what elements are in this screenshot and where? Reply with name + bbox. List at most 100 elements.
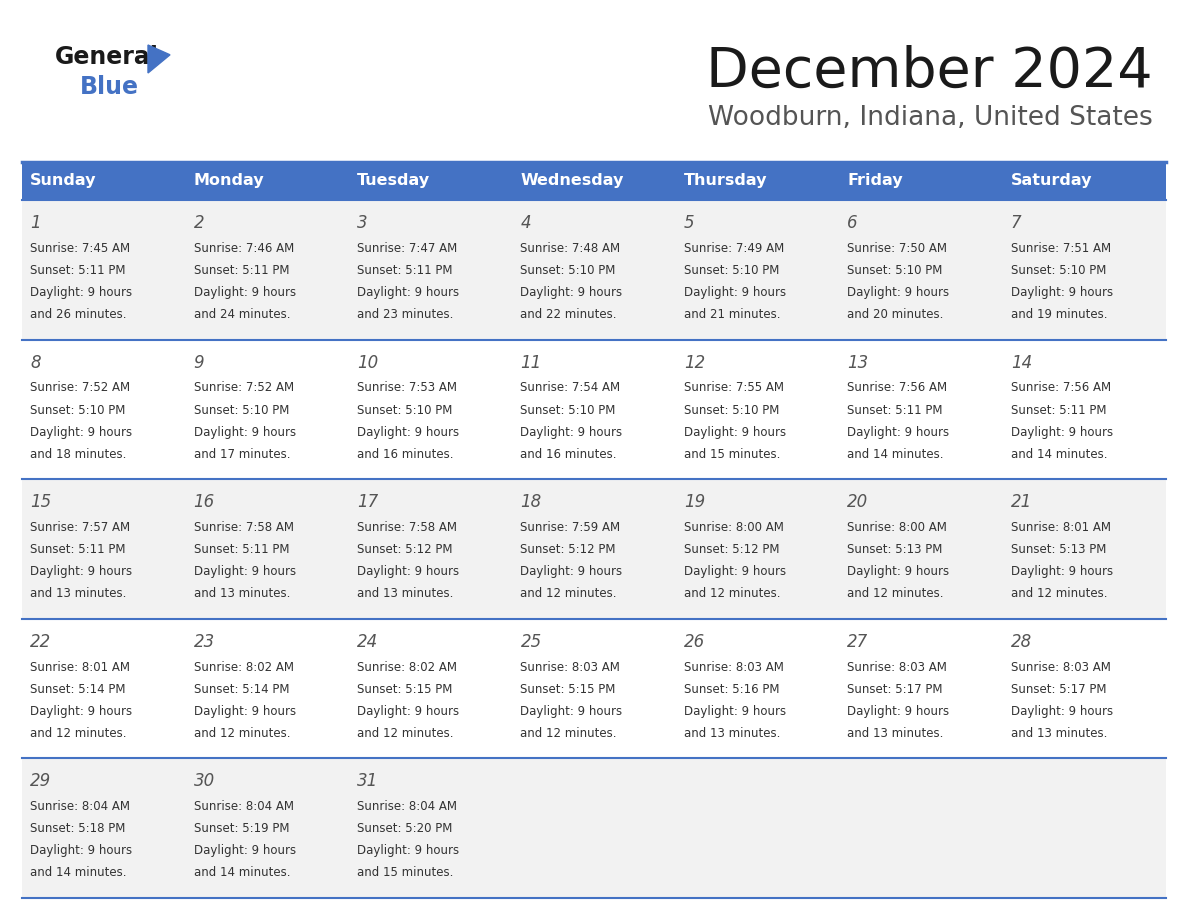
Text: Sunset: 5:11 PM: Sunset: 5:11 PM — [358, 264, 453, 277]
Text: 5: 5 — [684, 214, 695, 232]
Text: Sunset: 5:17 PM: Sunset: 5:17 PM — [847, 683, 943, 696]
Text: and 23 minutes.: and 23 minutes. — [358, 308, 454, 321]
Text: and 12 minutes.: and 12 minutes. — [847, 588, 943, 600]
Text: Sunset: 5:11 PM: Sunset: 5:11 PM — [30, 264, 126, 277]
Text: Sunset: 5:11 PM: Sunset: 5:11 PM — [194, 543, 289, 556]
Text: Sunset: 5:17 PM: Sunset: 5:17 PM — [1011, 683, 1106, 696]
Text: Daylight: 9 hours: Daylight: 9 hours — [684, 565, 786, 578]
Text: Daylight: 9 hours: Daylight: 9 hours — [358, 426, 459, 439]
Text: and 22 minutes.: and 22 minutes. — [520, 308, 617, 321]
Bar — [23, 162, 185, 200]
Text: 2: 2 — [194, 214, 204, 232]
Text: and 12 minutes.: and 12 minutes. — [520, 588, 617, 600]
Text: 6: 6 — [847, 214, 858, 232]
Text: Sunrise: 7:49 AM: Sunrise: 7:49 AM — [684, 241, 784, 255]
Text: Daylight: 9 hours: Daylight: 9 hours — [358, 286, 459, 299]
Text: and 12 minutes.: and 12 minutes. — [684, 588, 781, 600]
Text: 17: 17 — [358, 493, 378, 511]
Text: 18: 18 — [520, 493, 542, 511]
Text: Daylight: 9 hours: Daylight: 9 hours — [684, 705, 786, 718]
Text: Sunrise: 7:52 AM: Sunrise: 7:52 AM — [194, 382, 293, 395]
Text: Daylight: 9 hours: Daylight: 9 hours — [520, 705, 623, 718]
Text: and 13 minutes.: and 13 minutes. — [1011, 727, 1107, 740]
Text: 1: 1 — [30, 214, 40, 232]
Text: Daylight: 9 hours: Daylight: 9 hours — [194, 426, 296, 439]
Text: Daylight: 9 hours: Daylight: 9 hours — [520, 565, 623, 578]
Text: Sunrise: 7:45 AM: Sunrise: 7:45 AM — [30, 241, 131, 255]
Text: Sunset: 5:15 PM: Sunset: 5:15 PM — [520, 683, 615, 696]
Text: Daylight: 9 hours: Daylight: 9 hours — [1011, 286, 1113, 299]
Text: 26: 26 — [684, 633, 706, 651]
Text: Daylight: 9 hours: Daylight: 9 hours — [520, 286, 623, 299]
Text: and 12 minutes.: and 12 minutes. — [520, 727, 617, 740]
Text: Sunrise: 8:03 AM: Sunrise: 8:03 AM — [847, 661, 947, 674]
Text: Daylight: 9 hours: Daylight: 9 hours — [194, 705, 296, 718]
Text: Sunrise: 7:56 AM: Sunrise: 7:56 AM — [1011, 382, 1111, 395]
Text: Sunrise: 8:04 AM: Sunrise: 8:04 AM — [358, 800, 457, 813]
Text: and 15 minutes.: and 15 minutes. — [684, 448, 781, 461]
Text: Sunset: 5:18 PM: Sunset: 5:18 PM — [30, 823, 126, 835]
Text: Sunrise: 8:01 AM: Sunrise: 8:01 AM — [30, 661, 131, 674]
Text: Sunset: 5:10 PM: Sunset: 5:10 PM — [358, 404, 453, 417]
Text: Sunrise: 7:54 AM: Sunrise: 7:54 AM — [520, 382, 620, 395]
Bar — [23, 200, 1165, 340]
Text: Daylight: 9 hours: Daylight: 9 hours — [194, 286, 296, 299]
Text: Daylight: 9 hours: Daylight: 9 hours — [358, 845, 459, 857]
Text: December 2024: December 2024 — [706, 45, 1152, 99]
Text: and 20 minutes.: and 20 minutes. — [847, 308, 943, 321]
Text: and 14 minutes.: and 14 minutes. — [847, 448, 943, 461]
Text: Sunrise: 8:01 AM: Sunrise: 8:01 AM — [1011, 521, 1111, 534]
Text: Sunset: 5:10 PM: Sunset: 5:10 PM — [684, 264, 779, 277]
Text: 10: 10 — [358, 353, 378, 372]
Text: Sunrise: 7:51 AM: Sunrise: 7:51 AM — [1011, 241, 1111, 255]
Text: Sunset: 5:10 PM: Sunset: 5:10 PM — [520, 404, 615, 417]
Text: Sunrise: 7:57 AM: Sunrise: 7:57 AM — [30, 521, 131, 534]
Text: 22: 22 — [30, 633, 51, 651]
Text: Sunrise: 7:58 AM: Sunrise: 7:58 AM — [358, 521, 457, 534]
Text: Sunset: 5:10 PM: Sunset: 5:10 PM — [684, 404, 779, 417]
Text: Wednesday: Wednesday — [520, 174, 624, 188]
Text: and 12 minutes.: and 12 minutes. — [1011, 588, 1107, 600]
Text: Daylight: 9 hours: Daylight: 9 hours — [194, 845, 296, 857]
Text: 7: 7 — [1011, 214, 1022, 232]
Text: Daylight: 9 hours: Daylight: 9 hours — [1011, 705, 1113, 718]
Text: Sunset: 5:11 PM: Sunset: 5:11 PM — [30, 543, 126, 556]
Text: 4: 4 — [520, 214, 531, 232]
Text: Sunrise: 8:03 AM: Sunrise: 8:03 AM — [1011, 661, 1111, 674]
Text: Saturday: Saturday — [1011, 174, 1092, 188]
Text: Daylight: 9 hours: Daylight: 9 hours — [30, 705, 132, 718]
Bar — [839, 162, 1003, 200]
Text: Sunset: 5:10 PM: Sunset: 5:10 PM — [1011, 264, 1106, 277]
Text: 14: 14 — [1011, 353, 1032, 372]
Text: Sunset: 5:11 PM: Sunset: 5:11 PM — [194, 264, 289, 277]
Text: 8: 8 — [30, 353, 40, 372]
Text: and 26 minutes.: and 26 minutes. — [30, 308, 127, 321]
Text: Daylight: 9 hours: Daylight: 9 hours — [847, 705, 949, 718]
Bar — [23, 340, 1165, 479]
Text: Sunrise: 8:04 AM: Sunrise: 8:04 AM — [194, 800, 293, 813]
Text: and 12 minutes.: and 12 minutes. — [30, 727, 127, 740]
Text: Sunrise: 8:02 AM: Sunrise: 8:02 AM — [358, 661, 457, 674]
Text: Sunset: 5:19 PM: Sunset: 5:19 PM — [194, 823, 289, 835]
Text: Daylight: 9 hours: Daylight: 9 hours — [358, 565, 459, 578]
Text: and 14 minutes.: and 14 minutes. — [1011, 448, 1107, 461]
Text: 15: 15 — [30, 493, 51, 511]
Text: Sunset: 5:20 PM: Sunset: 5:20 PM — [358, 823, 453, 835]
Bar — [23, 479, 1165, 619]
Bar — [349, 162, 512, 200]
Text: and 13 minutes.: and 13 minutes. — [847, 727, 943, 740]
Text: 23: 23 — [194, 633, 215, 651]
Text: 11: 11 — [520, 353, 542, 372]
Text: Sunrise: 7:56 AM: Sunrise: 7:56 AM — [847, 382, 948, 395]
Text: Sunrise: 7:46 AM: Sunrise: 7:46 AM — [194, 241, 293, 255]
Text: Daylight: 9 hours: Daylight: 9 hours — [847, 565, 949, 578]
Text: Woodburn, Indiana, United States: Woodburn, Indiana, United States — [708, 105, 1152, 131]
Text: Sunrise: 7:59 AM: Sunrise: 7:59 AM — [520, 521, 620, 534]
Text: 21: 21 — [1011, 493, 1032, 511]
Text: Sunrise: 8:03 AM: Sunrise: 8:03 AM — [520, 661, 620, 674]
Text: Daylight: 9 hours: Daylight: 9 hours — [30, 565, 132, 578]
Text: 13: 13 — [847, 353, 868, 372]
Text: Sunset: 5:11 PM: Sunset: 5:11 PM — [847, 404, 943, 417]
Text: Sunrise: 7:53 AM: Sunrise: 7:53 AM — [358, 382, 457, 395]
Text: Daylight: 9 hours: Daylight: 9 hours — [847, 426, 949, 439]
